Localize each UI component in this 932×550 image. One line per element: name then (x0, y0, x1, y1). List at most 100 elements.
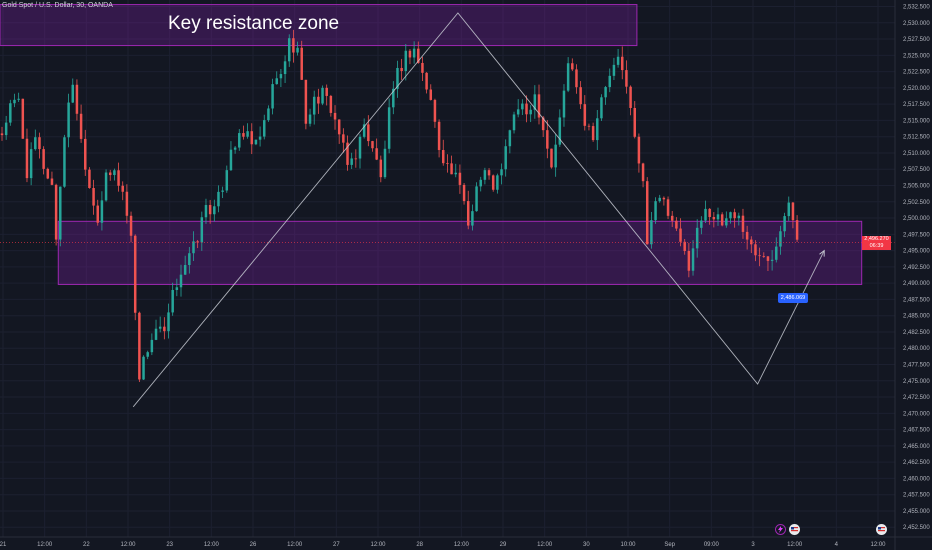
resistance-zone-label[interactable]: Key resistance zone (168, 13, 340, 34)
candle-body (575, 69, 578, 88)
candle-body (704, 208, 707, 221)
candle-body (275, 78, 278, 85)
candle-body (204, 205, 208, 218)
time-tick-label: 09:00 (704, 542, 720, 548)
candle-body (662, 197, 666, 200)
candle-body (666, 199, 670, 216)
candle-body (254, 139, 258, 145)
candle-body (179, 274, 183, 288)
target-price-tag: 2,486.069 (778, 293, 808, 303)
candle-body (392, 88, 395, 108)
candle-body (21, 98, 25, 139)
us-flag-icon[interactable] (789, 524, 800, 535)
candle-body (4, 122, 8, 136)
candle-body (346, 142, 349, 165)
candle-body (404, 50, 408, 72)
candle-body (42, 149, 45, 169)
candle-body (321, 87, 324, 104)
candle-body (163, 326, 166, 332)
candle-body (292, 38, 295, 53)
candle-body (342, 134, 345, 143)
candle-body (317, 96, 320, 104)
price-tick-label: 2,522.500 (903, 70, 930, 76)
candle-body (650, 220, 653, 245)
candle-body (88, 169, 91, 188)
candle-body (217, 191, 220, 207)
candle-body (196, 241, 199, 243)
candle-body (25, 138, 29, 179)
candle-body (84, 138, 87, 170)
candle-body (541, 117, 545, 131)
symbol-title[interactable]: Gold Spot / U.S. Dollar, 30, OANDA (2, 2, 113, 9)
candle-body (625, 70, 628, 87)
candle-body (283, 61, 287, 75)
candle-body (354, 158, 358, 160)
resistance-zone (0, 4, 638, 47)
candle-body (233, 147, 237, 150)
candle-body (537, 94, 541, 118)
candle-body (34, 137, 37, 150)
candle-body (758, 255, 761, 257)
candle-body (71, 84, 75, 103)
candle-body (75, 84, 79, 114)
price-tick-label: 2,500.000 (903, 216, 930, 222)
candle-body (121, 185, 124, 192)
candle-body (795, 220, 799, 240)
candle-body (238, 133, 241, 148)
candle-body (108, 172, 112, 176)
candle-body (733, 212, 736, 219)
candle-body (566, 63, 570, 91)
candle-body (429, 89, 433, 100)
candle-body (562, 90, 566, 118)
candle-body (783, 216, 786, 232)
candle-body (583, 104, 587, 126)
time-tick-label: 12:00 (287, 542, 303, 548)
candle-body (529, 109, 532, 115)
time-tick-label: Sep (664, 542, 675, 548)
current-price-tag: 2,496.270 06:39 (862, 236, 891, 250)
price-axis[interactable]: 2,532.500 2,530.000 2,527.500 2,525.000 2,52… (903, 5, 930, 532)
candle-body (512, 114, 516, 131)
candle-body (63, 137, 66, 187)
time-axis[interactable]: 21 12:00 22 12:00 23 12:00 26 12:00 27 12:00 28 12:… (0, 542, 886, 548)
candle-body (250, 131, 254, 145)
us-flag-icon-2[interactable] (876, 524, 887, 535)
candle-body (308, 114, 312, 124)
candle-body (300, 47, 303, 80)
time-tick-label: 12:00 (37, 542, 53, 548)
candle-body (221, 190, 224, 192)
time-tick-label: 28 (416, 542, 423, 548)
candle-body (417, 48, 420, 63)
price-tick-label: 2,502.500 (903, 200, 930, 206)
candle-body (654, 201, 657, 221)
drawings-layer (0, 12, 895, 408)
candle-body (400, 67, 403, 72)
candle-body (687, 250, 691, 271)
candle-body (546, 130, 549, 149)
candle-body (516, 109, 520, 115)
candle-body (442, 150, 445, 164)
candle-body (608, 75, 612, 88)
candle-body (521, 103, 524, 110)
candle-body (263, 120, 266, 137)
candle-body (9, 103, 12, 123)
lightning-icon[interactable] (775, 524, 786, 535)
price-tick-label: 2,480.000 (903, 346, 930, 352)
candle-body (550, 148, 553, 168)
candle-body (700, 220, 703, 228)
candle-body (433, 99, 437, 122)
price-tick-label: 2,482.500 (903, 330, 930, 336)
time-tick-label: 12:00 (120, 542, 136, 548)
candle-body (158, 326, 162, 329)
candle-body (208, 205, 212, 215)
candle-body (17, 98, 20, 100)
candle-body (50, 178, 54, 185)
price-tick-label: 2,487.500 (903, 297, 930, 303)
time-tick-label: 30 (583, 542, 590, 548)
candle-body (725, 218, 728, 226)
candle-body (59, 186, 62, 240)
price-tick-label: 2,520.000 (903, 86, 930, 92)
price-tick-label: 2,517.500 (903, 102, 930, 108)
candle-body (13, 99, 16, 104)
